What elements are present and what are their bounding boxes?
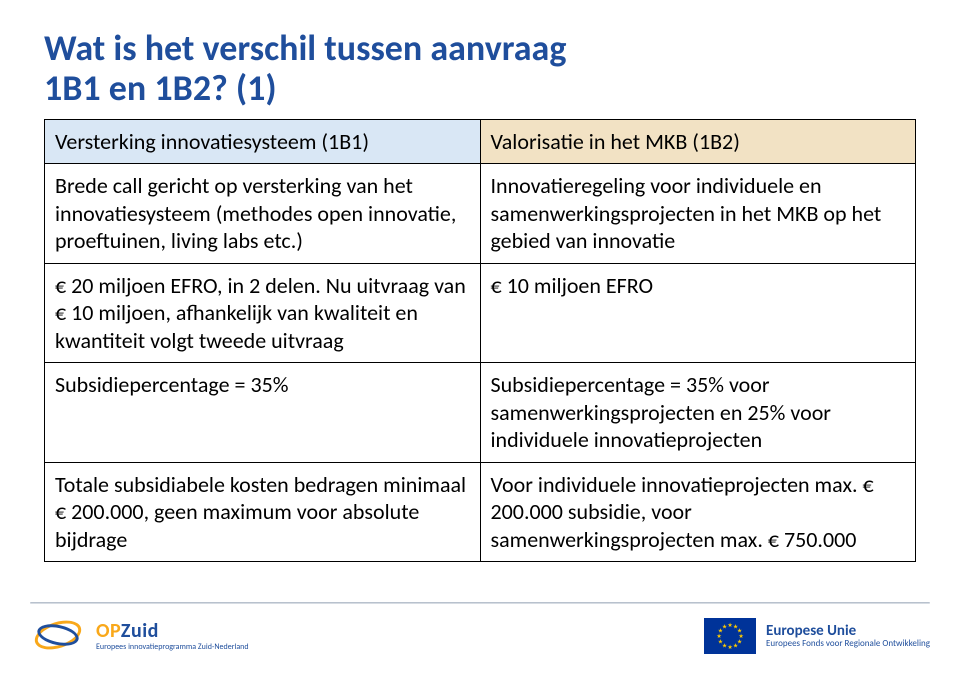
table-row: Subsidiepercentage = 35% Subsidiepercent… — [45, 363, 916, 463]
opzuid-op: OP — [96, 619, 121, 643]
cell-1b1-scope: Brede call gericht op versterking van he… — [45, 164, 481, 264]
cell-1b1-budget: € 20 miljoen EFRO, in 2 delen. Nu uitvra… — [45, 263, 481, 363]
title-line-2: 1B1 en 1B2? (1) — [44, 66, 277, 110]
opzuid-text: OPZuid Europees innovatieprogramma Zuid-… — [96, 621, 249, 651]
table-row: € 20 miljoen EFRO, in 2 delen. Nu uitvra… — [45, 263, 916, 363]
table-row: Brede call gericht op versterking van he… — [45, 164, 916, 264]
title-line-1: Wat is het verschil tussen aanvraag — [44, 26, 566, 70]
cell-1b2-budget: € 10 miljoen EFRO — [480, 263, 916, 363]
slide: Wat is het verschil tussen aanvraag 1B1 … — [0, 0, 960, 680]
opzuid-zuid: Zuid — [121, 619, 159, 643]
eu-flag-icon: ★★★★★★★★★★★★ — [704, 618, 756, 654]
col-header-1b1: Versterking innovatiesysteem (1B1) — [45, 119, 481, 164]
cell-1b1-limits: Totale subsidiabele kosten bedragen mini… — [45, 462, 481, 562]
col-header-1b2: Valorisatie in het MKB (1B2) — [480, 119, 916, 164]
eu-line2: Europees Fonds voor Regionale Ontwikkeli… — [766, 639, 930, 649]
cell-1b2-limits: Voor individuele innovatieprojecten max.… — [480, 462, 916, 562]
table-row: Totale subsidiabele kosten bedragen mini… — [45, 462, 916, 562]
cell-1b2-percentage: Subsidiepercentage = 35% voor samenwerki… — [480, 363, 916, 463]
cell-1b1-percentage: Subsidiepercentage = 35% — [45, 363, 481, 463]
eu-line1: Europese Unie — [766, 623, 930, 640]
table-header-row: Versterking innovatiesysteem (1B1) Valor… — [45, 119, 916, 164]
footer: OPZuid Europees innovatieprogramma Zuid-… — [0, 602, 960, 680]
comparison-table: Versterking innovatiesysteem (1B1) Valor… — [44, 119, 916, 563]
opzuid-logo: OPZuid Europees innovatieprogramma Zuid-… — [30, 619, 249, 653]
slide-title: Wat is het verschil tussen aanvraag 1B1 … — [44, 28, 916, 109]
eu-logo: ★★★★★★★★★★★★ Europese Unie Europees Fond… — [704, 618, 930, 654]
opzuid-tagline: Europees innovatieprogramma Zuid-Nederla… — [96, 643, 249, 651]
opzuid-icon — [30, 619, 88, 653]
opzuid-brand: OPZuid — [96, 621, 249, 641]
eu-text: Europese Unie Europees Fonds voor Region… — [766, 623, 930, 649]
cell-1b2-scope: Innovatieregeling voor individuele en sa… — [480, 164, 916, 264]
